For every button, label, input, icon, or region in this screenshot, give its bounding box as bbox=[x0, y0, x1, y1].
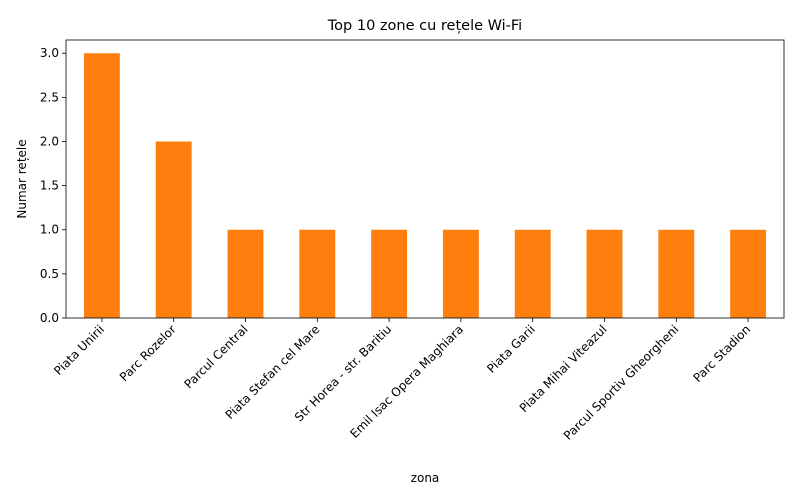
chart-title: Top 10 zone cu rețele Wi-Fi bbox=[327, 18, 522, 34]
bars bbox=[83, 53, 767, 318]
bar bbox=[658, 229, 695, 318]
bar bbox=[299, 229, 336, 318]
x-tick-label: Parcul Sportiv Gheorgheni bbox=[561, 322, 682, 443]
bar bbox=[586, 229, 623, 318]
y-axis-ticks: 0.0 0.5 1.0 1.5 2.0 2.5 3.0 bbox=[40, 46, 66, 325]
y-tick-label: 3.0 bbox=[40, 46, 59, 60]
bar bbox=[442, 229, 479, 318]
x-tick-label: Piata Unirii bbox=[51, 322, 107, 378]
bar bbox=[371, 229, 408, 318]
x-tick-label: Parcul Central bbox=[181, 322, 250, 391]
y-tick-label: 0.0 bbox=[40, 311, 59, 325]
y-tick-label: 2.5 bbox=[40, 90, 59, 104]
y-axis-title: Numar rețele bbox=[15, 139, 29, 218]
bar bbox=[155, 141, 192, 318]
y-tick-label: 0.5 bbox=[40, 267, 59, 281]
x-tick-label: Piata Garii bbox=[484, 322, 538, 376]
y-tick-label: 2.0 bbox=[40, 134, 59, 148]
x-axis-ticks: Piata Unirii Parc Rozelor Parcul Central Pi… bbox=[51, 318, 753, 443]
x-tick-label: Parc Stadion bbox=[690, 322, 753, 385]
plot-frame bbox=[65, 39, 785, 319]
bar bbox=[514, 229, 551, 318]
bar bbox=[730, 229, 767, 318]
y-tick-label: 1.0 bbox=[40, 223, 59, 237]
bar bbox=[227, 229, 264, 318]
x-axis-title: zona bbox=[411, 471, 440, 485]
bar bbox=[83, 53, 120, 318]
y-tick-label: 1.5 bbox=[40, 179, 59, 193]
x-tick-label: Parc Rozelor bbox=[117, 322, 179, 384]
